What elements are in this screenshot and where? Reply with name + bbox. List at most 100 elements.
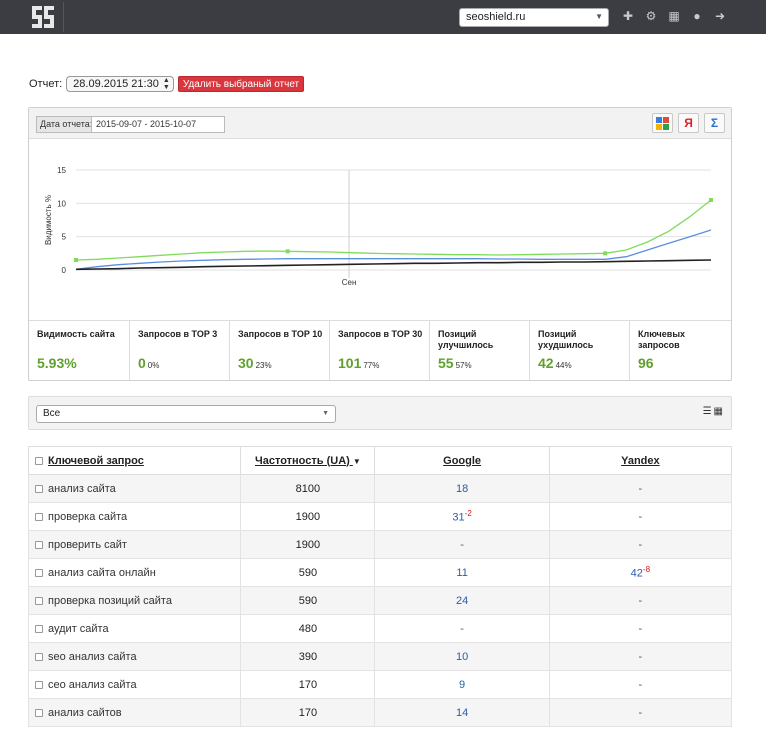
keyword-cell: проверить сайт <box>27 530 242 559</box>
stat-label: Ключевых запросов <box>638 329 686 350</box>
stat-label: Позиций улучшилось <box>438 329 494 350</box>
y-tick-label: 5 <box>62 233 67 242</box>
grid-view-icon[interactable]: ▦ <box>713 406 723 417</box>
header-frequency[interactable]: Частотность (UA) ▼ <box>240 446 376 475</box>
chevron-down-icon: ▼ <box>322 410 329 417</box>
header-yandex[interactable]: Yandex <box>548 446 733 475</box>
stat-label: Видимость сайта <box>37 329 115 339</box>
keyword-cell: анализ сайта онлайн <box>27 558 242 587</box>
series-line-0 <box>75 199 712 261</box>
updown-arrow-icon: ▲ ▼ <box>162 77 170 91</box>
google-position-cell: 9 <box>374 670 550 699</box>
keyword-text: анализ сайта <box>48 482 116 495</box>
table-row: аудит сайта 480 - - <box>27 614 733 643</box>
stat-value: 5.93% <box>37 355 77 371</box>
yandex-position-cell: - <box>548 614 733 643</box>
date-range-label: Дата отчета: <box>36 116 97 133</box>
table-row: анализ сайта 8100 18 - <box>27 474 733 503</box>
keyword-cell: анализ сайта <box>27 474 242 503</box>
series-point <box>603 251 608 256</box>
stat-percent: 44% <box>555 361 572 370</box>
keyword-cell: проверка позиций сайта <box>27 586 242 615</box>
yandex-position-cell: - <box>548 642 733 671</box>
user-icon[interactable]: ● <box>693 9 701 23</box>
google-position-cell-value[interactable]: 11 <box>456 566 468 579</box>
frequency-cell: 8100 <box>240 474 376 503</box>
google-position-cell: 18 <box>374 474 550 503</box>
keyword-text: анализ сайтов <box>48 706 122 719</box>
stat-percent: 23% <box>255 361 272 370</box>
series-line-2 <box>75 259 712 271</box>
frequency-cell: 1900 <box>240 530 376 559</box>
plus-icon[interactable]: ✚ <box>622 9 634 23</box>
frequency-cell: 170 <box>240 670 376 699</box>
google-position-cell-value[interactable]: 9 <box>459 678 466 691</box>
seoshield-logo-icon[interactable] <box>28 2 64 32</box>
frequency-cell: 390 <box>240 642 376 671</box>
stat-label: Запросов в TOP 3 <box>138 329 218 339</box>
site-select[interactable]: seoshield.ru ▼ <box>459 8 609 27</box>
header-frequency-label: Частотность (UA) <box>255 454 350 467</box>
table-header-row: Ключевой запрос Частотность (UA) ▼ Googl… <box>27 446 733 475</box>
visibility-panel: Дата отчета: 2015-09-07 - 2015-10-07 Я Σ… <box>28 107 732 381</box>
yandex-position-cell: - <box>548 698 733 727</box>
google-position-cell-value[interactable]: 10 <box>455 650 469 663</box>
header-google[interactable]: Google <box>374 446 550 475</box>
row-checkbox[interactable] <box>35 540 43 549</box>
frequency-cell: 480 <box>240 614 376 643</box>
site-select-value: seoshield.ru <box>466 11 526 23</box>
yandex-position-cell-value: - <box>638 678 643 691</box>
keyword-cell: seo анализ сайта <box>27 642 242 671</box>
stat-value: 101 <box>338 355 362 371</box>
google-position-cell-value: - <box>460 622 464 635</box>
logout-icon[interactable]: ➜ <box>714 9 726 23</box>
yandex-position-cell: - <box>548 502 733 531</box>
google-position-cell: 31-2 <box>374 502 550 531</box>
google-position-cell-value[interactable]: 14 <box>455 706 469 719</box>
frequency-cell: 170 <box>240 698 376 727</box>
google-position-cell-delta: -2 <box>464 509 472 519</box>
row-checkbox[interactable] <box>35 680 43 689</box>
stat-value: 30 <box>238 355 254 371</box>
keyword-text: анализ сайта онлайн <box>48 566 156 579</box>
yandex-button[interactable]: Я <box>678 113 699 133</box>
yandex-position-cell: - <box>548 586 733 615</box>
sum-button[interactable]: Σ <box>704 113 725 133</box>
google-position-cell: 10 <box>374 642 550 671</box>
row-checkbox[interactable] <box>35 512 43 521</box>
select-all-checkbox[interactable] <box>35 456 43 465</box>
google-position-cell-value[interactable]: 18 <box>455 482 469 495</box>
header-keyword[interactable]: Ключевой запрос <box>27 446 242 475</box>
group-filter-select[interactable]: Все ▼ <box>36 405 336 423</box>
google-icon <box>656 117 669 130</box>
keyword-cell: проверка сайта <box>27 502 242 531</box>
google-position-cell: - <box>374 614 550 643</box>
row-checkbox[interactable] <box>35 708 43 717</box>
delete-report-button[interactable]: Удалить выбраный отчет <box>177 76 305 92</box>
report-date-select[interactable]: 28.09.2015 21:30 ▲ ▼ <box>66 76 174 92</box>
grid-icon[interactable]: ▦ <box>668 9 680 23</box>
keyword-text: проверить сайт <box>48 538 127 551</box>
stat-worsened: Позиций ухудшилось 42 44% <box>529 321 629 380</box>
row-checkbox[interactable] <box>35 484 43 493</box>
google-position-cell-value[interactable]: 24 <box>455 594 469 607</box>
series-point <box>74 258 78 262</box>
panel-header: Дата отчета: 2015-09-07 - 2015-10-07 Я Σ <box>29 108 731 139</box>
stat-value: 42 <box>538 355 554 371</box>
list-view-icon[interactable]: ☰ <box>702 406 712 417</box>
row-checkbox[interactable] <box>35 568 43 577</box>
row-checkbox[interactable] <box>35 624 43 633</box>
stat-top3: Запросов в TOP 3 0 0% <box>129 321 229 380</box>
keyword-cell: анализ сайтов <box>27 698 242 727</box>
frequency-cell: 590 <box>240 558 376 587</box>
keyword-text: сео анализ сайта <box>48 678 137 691</box>
google-position-cell-value[interactable]: 31 <box>452 511 465 524</box>
date-range-input[interactable]: 2015-09-07 - 2015-10-07 <box>91 116 225 133</box>
yandex-position-cell-value[interactable]: 42 <box>630 567 643 580</box>
row-checkbox[interactable] <box>35 652 43 661</box>
gears-icon[interactable]: ⚙ <box>645 9 657 23</box>
group-filter-value: Все <box>43 408 61 419</box>
table-row: проверить сайт 1900 - - <box>27 530 733 559</box>
google-button[interactable] <box>652 113 673 133</box>
row-checkbox[interactable] <box>35 596 43 605</box>
